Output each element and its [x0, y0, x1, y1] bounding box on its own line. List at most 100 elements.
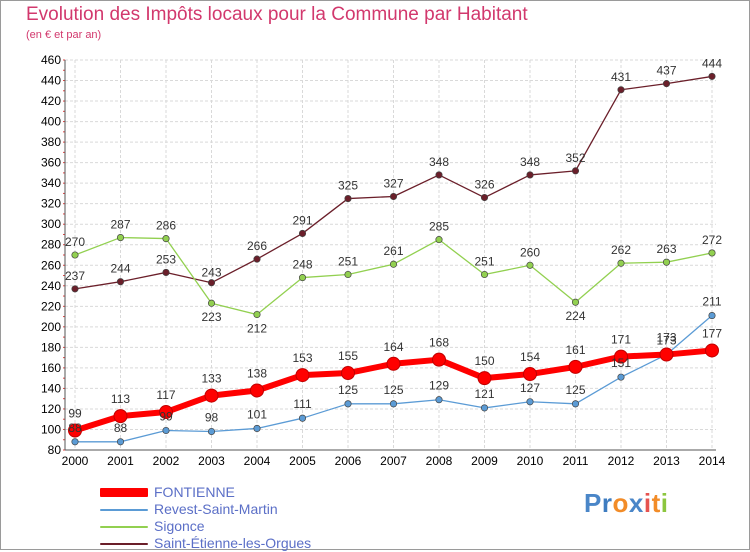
data-point [389, 400, 398, 408]
logo-letter: x [628, 488, 644, 518]
data-label: 125 [565, 383, 585, 397]
x-tick-label: 2013 [653, 454, 680, 468]
data-point [162, 235, 170, 243]
data-point [617, 259, 625, 267]
legend-label: Revest-Saint-Martin [154, 501, 278, 517]
data-point [568, 359, 583, 374]
y-tick-label: 280 [41, 238, 61, 252]
legend-swatch [100, 488, 148, 497]
y-tick-label: 320 [41, 197, 61, 211]
data-label: 224 [565, 309, 585, 323]
data-label: 117 [156, 388, 175, 402]
data-point [162, 268, 170, 276]
y-tick-label: 80 [48, 443, 62, 457]
logo-letter: o [612, 488, 629, 518]
legend-item: FONTIENNE [100, 484, 400, 501]
data-point [480, 193, 489, 202]
y-tick-label: 160 [41, 361, 61, 375]
data-point [526, 261, 534, 269]
data-point [617, 373, 625, 381]
data-point [71, 285, 79, 293]
x-tick-label: 2004 [244, 454, 271, 468]
data-label: 164 [383, 340, 403, 354]
y-tick-label: 440 [41, 74, 61, 88]
y-tick-label: 460 [41, 53, 61, 67]
legend-item: Saint-Étienne-les-Orgues [100, 535, 400, 552]
data-label: 237 [65, 269, 85, 283]
logo-letter: i [660, 488, 669, 518]
data-label: 285 [429, 220, 449, 234]
legend-swatch [100, 526, 148, 528]
data-label: 173 [656, 334, 676, 348]
line-chart: 80 100 120 140 160 180 200 220 240 260 280 300 320 34… [41, 53, 726, 468]
data-point [526, 398, 534, 406]
data-label: 211 [702, 295, 721, 309]
data-point [68, 423, 82, 438]
data-label: 155 [338, 349, 358, 363]
data-point [705, 343, 719, 358]
data-label: 113 [111, 392, 130, 406]
data-point [71, 251, 79, 259]
data-point [159, 405, 173, 420]
data-point [298, 414, 307, 422]
data-point [207, 279, 216, 287]
data-point [116, 278, 125, 286]
data-label: 263 [656, 242, 676, 256]
data-point [614, 349, 628, 364]
data-point [386, 356, 401, 371]
data-label: 101 [247, 407, 267, 421]
data-point [298, 274, 307, 282]
data-point [708, 249, 716, 257]
data-label: 177 [702, 326, 722, 340]
data-label: 125 [338, 383, 358, 397]
data-label: 127 [520, 381, 540, 395]
data-label: 431 [611, 70, 631, 84]
data-label: 223 [201, 310, 221, 324]
data-label: 272 [702, 233, 722, 247]
data-point [708, 312, 716, 320]
y-tick-label: 200 [41, 320, 61, 334]
data-point [526, 171, 534, 179]
data-point [659, 347, 674, 362]
data-label: 261 [383, 244, 403, 258]
data-label: 326 [474, 178, 494, 192]
data-label: 99 [68, 407, 82, 421]
data-label: 262 [611, 243, 631, 257]
legend-swatch [100, 543, 148, 545]
data-label: 244 [110, 262, 130, 276]
y-tick-label: 180 [41, 340, 61, 354]
x-tick-label: 2012 [608, 454, 635, 468]
data-label: 348 [429, 155, 449, 169]
x-tick-label: 2000 [62, 454, 89, 468]
data-point [480, 404, 489, 412]
y-tick-label: 240 [41, 279, 61, 293]
y-tick-label: 140 [41, 381, 61, 395]
data-label: 251 [474, 255, 494, 269]
x-tick-label: 2014 [699, 454, 726, 468]
data-point [480, 270, 489, 279]
x-tick-label: 2006 [335, 454, 362, 468]
data-label: 111 [293, 397, 312, 411]
data-point [435, 171, 443, 179]
y-tick-label: 260 [41, 258, 61, 272]
data-point [571, 298, 580, 306]
logo-letter: t [651, 488, 661, 518]
data-label: 286 [156, 219, 176, 233]
y-tick-label: 120 [41, 402, 61, 416]
data-point [571, 167, 580, 175]
data-label: 260 [520, 245, 540, 259]
data-point [571, 400, 580, 408]
data-label: 291 [292, 213, 312, 227]
data-label: 352 [565, 151, 585, 165]
x-tick-label: 2011 [563, 454, 589, 468]
data-point [432, 352, 446, 367]
data-label: 99 [159, 410, 173, 424]
data-point [662, 258, 671, 266]
data-point [113, 409, 128, 424]
data-point [253, 424, 261, 432]
proxiti-logo: Proxiti [584, 488, 668, 519]
y-tick-label: 360 [41, 156, 61, 170]
y-tick-label: 400 [41, 115, 61, 129]
x-tick-label: 2010 [517, 454, 544, 468]
data-label: 287 [110, 218, 130, 232]
